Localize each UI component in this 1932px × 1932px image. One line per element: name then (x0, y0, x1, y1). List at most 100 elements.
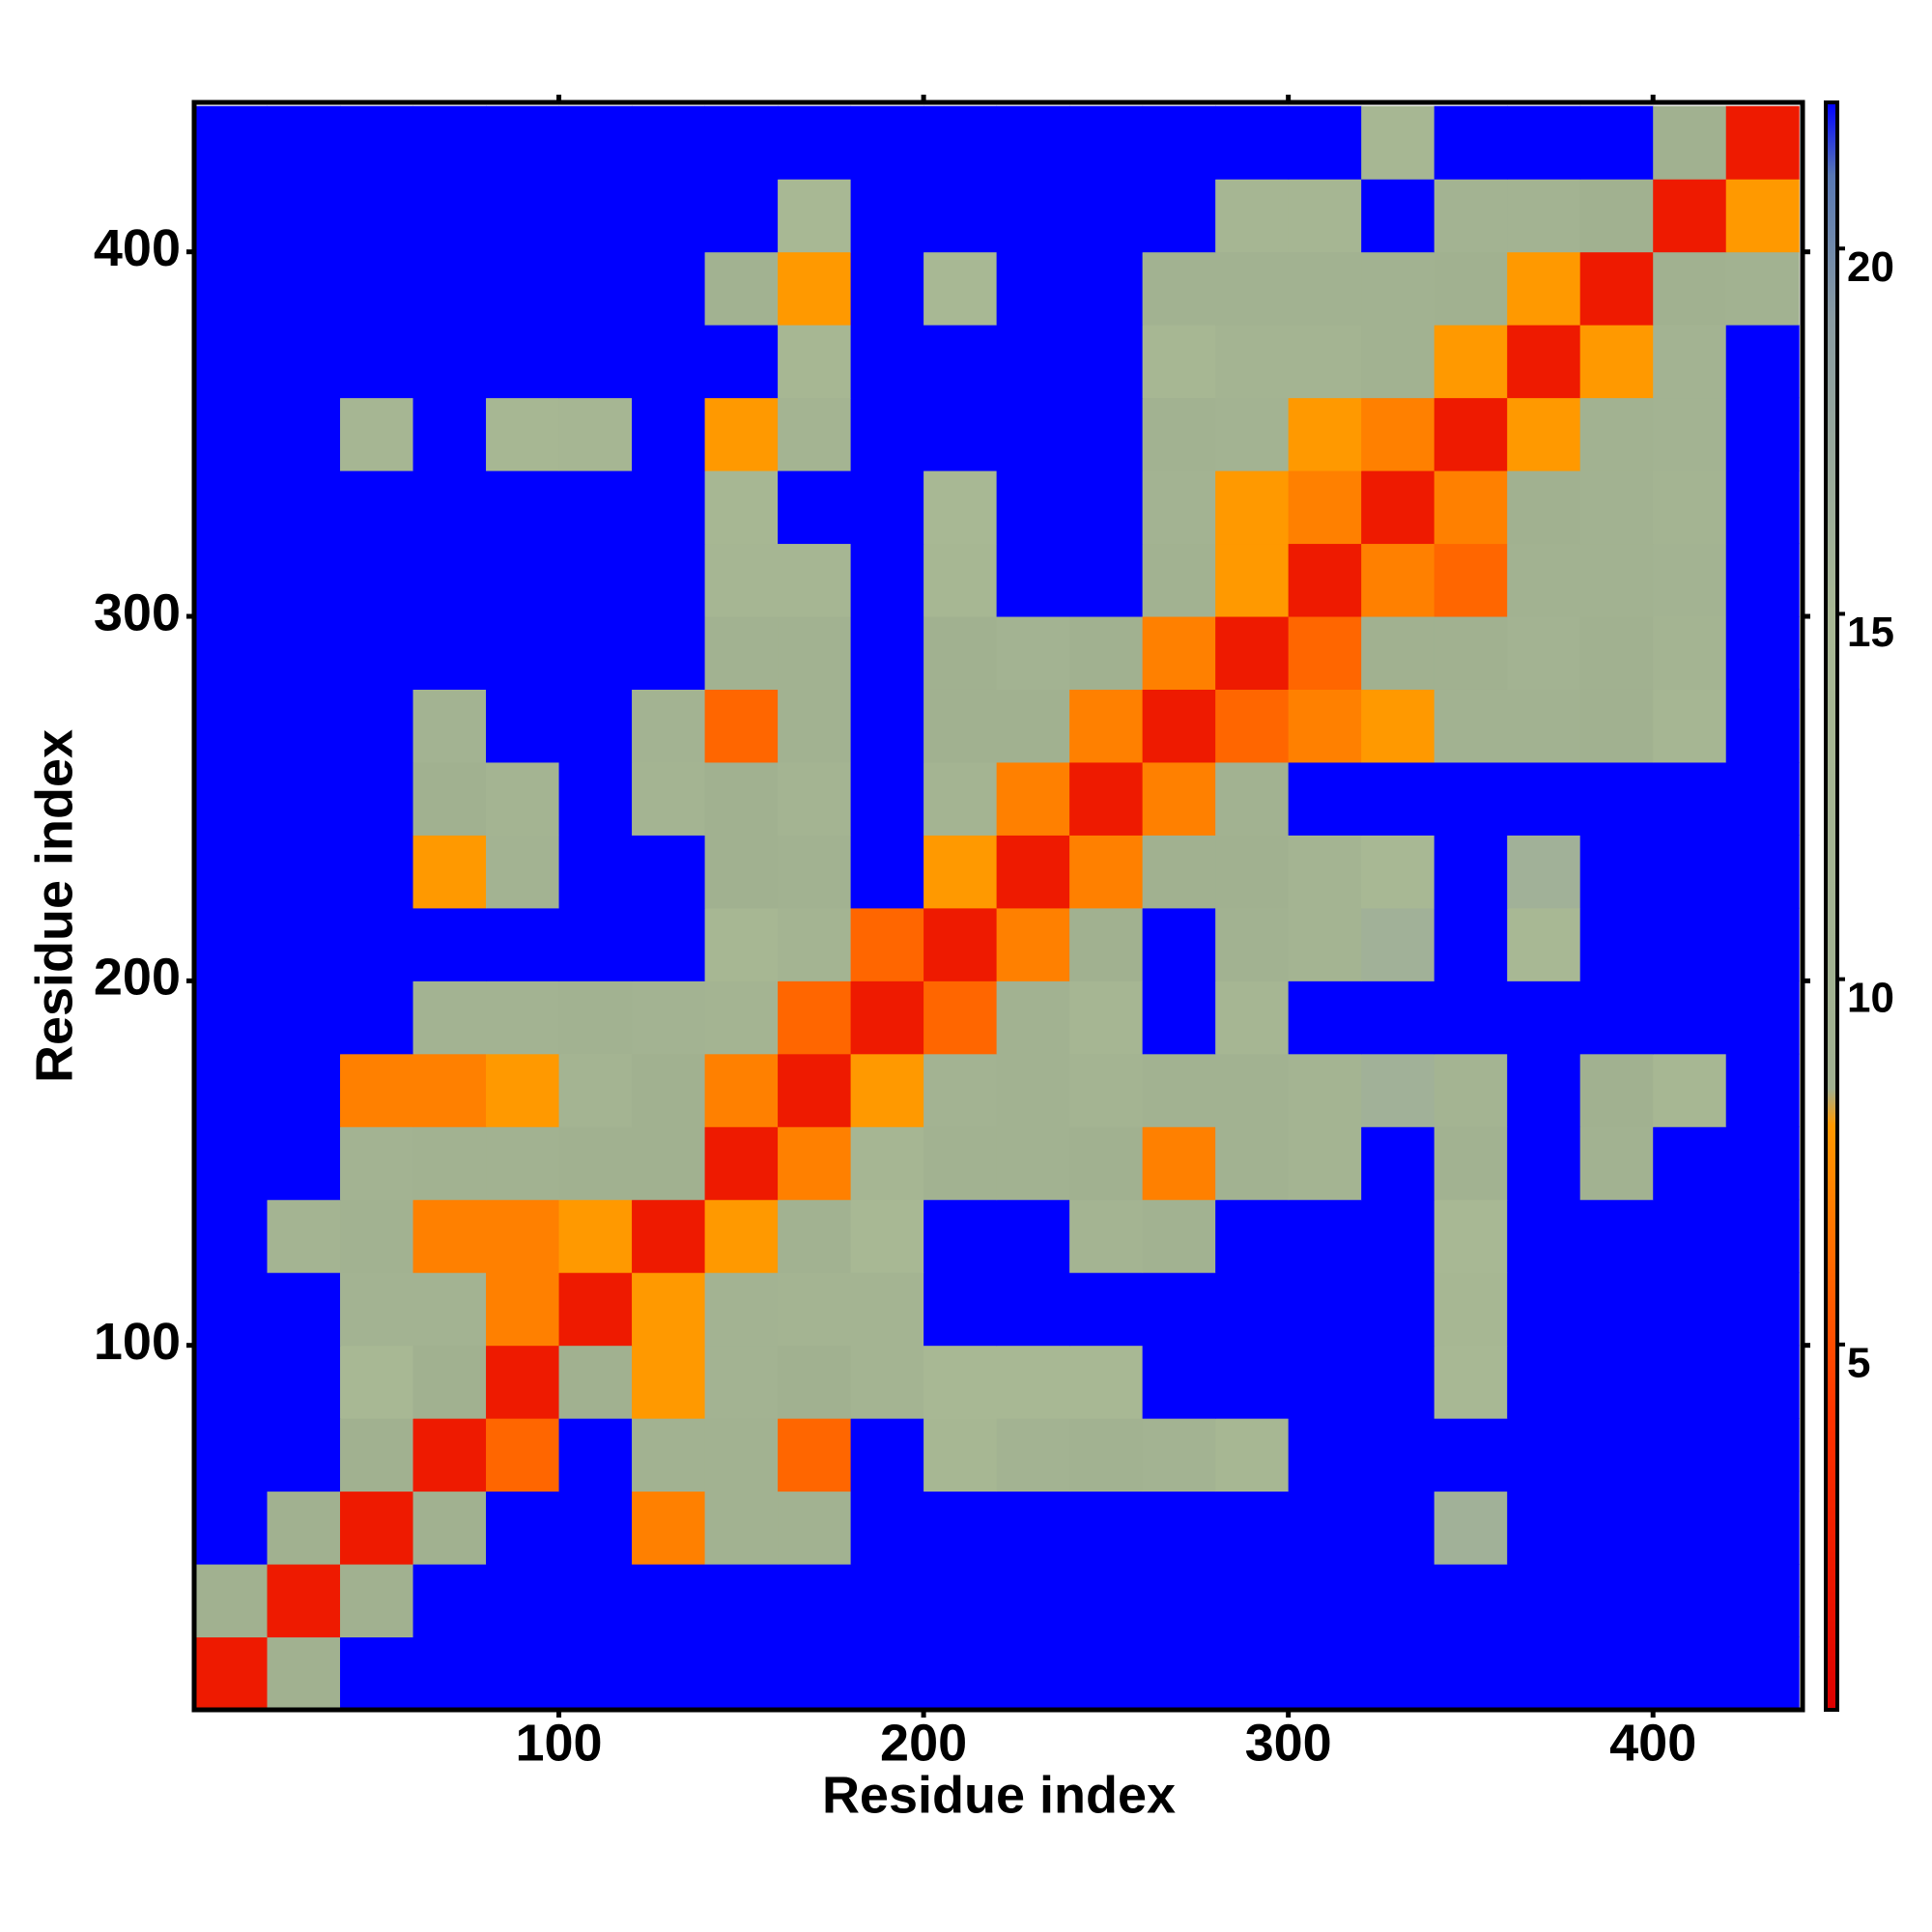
heatmap-cell (194, 1053, 269, 1127)
heatmap-cell (1069, 1053, 1144, 1127)
heatmap-cell (1507, 179, 1581, 253)
heatmap-cell (1434, 980, 1508, 1055)
heatmap-cell (1725, 179, 1800, 253)
heatmap-cell (996, 1053, 1070, 1127)
heatmap-cell (1215, 325, 1290, 399)
heatmap-cell (1288, 1418, 1362, 1492)
heatmap-cell (1653, 1126, 1727, 1201)
heatmap-cell (267, 543, 341, 617)
heatmap-cell (1215, 470, 1290, 545)
heatmap-cell (1069, 543, 1144, 617)
heatmap-cell (1361, 1418, 1435, 1492)
heatmap-cell (632, 397, 706, 471)
heatmap-cell (1361, 1126, 1435, 1201)
heatmap-cell (412, 251, 487, 326)
heatmap-cell (1507, 251, 1581, 326)
heatmap-cell (1069, 251, 1144, 326)
heatmap-cell (996, 543, 1070, 617)
heatmap-cell (1653, 1345, 1727, 1419)
heatmap-cell (412, 105, 487, 180)
heatmap-cell (996, 761, 1070, 836)
heatmap-cell (704, 1564, 779, 1638)
heatmap-cell (1653, 470, 1727, 545)
heatmap-cell (778, 1345, 852, 1419)
heatmap-cell (194, 1418, 269, 1492)
x-axis-title: Residue index (822, 1766, 1176, 1824)
heatmap-cell (778, 179, 852, 253)
heatmap-cell (267, 835, 341, 909)
heatmap-cell (1069, 105, 1144, 180)
heatmap-cell (1434, 1418, 1508, 1492)
heatmap-cell (996, 105, 1070, 180)
heatmap-cell (486, 980, 560, 1055)
heatmap-cell (850, 1345, 924, 1419)
heatmap-cell (996, 1126, 1070, 1201)
heatmap-cell (1288, 1126, 1362, 1201)
heatmap-cell (923, 1199, 998, 1273)
heatmap-cell (558, 980, 633, 1055)
heatmap-cell (412, 980, 487, 1055)
heatmap-cell (558, 1564, 633, 1638)
heatmap-cell (1507, 1053, 1581, 1127)
heatmap-cell (1215, 1636, 1290, 1711)
heatmap-cell (1215, 105, 1290, 180)
heatmap-cell (850, 1636, 924, 1711)
heatmap-cell (1507, 1345, 1581, 1419)
heatmap-cell (340, 1126, 414, 1201)
heatmap-cell (1507, 835, 1581, 909)
heatmap-cell (1434, 179, 1508, 253)
heatmap-cell (850, 1491, 924, 1565)
heatmap-cell (1288, 761, 1362, 836)
heatmap-cell (778, 251, 852, 326)
heatmap-cell (996, 1491, 1070, 1565)
heatmap-cell (778, 1491, 852, 1565)
colorbar (1824, 100, 1839, 1712)
heatmap-cell (486, 689, 560, 763)
heatmap-cell (1725, 1053, 1800, 1127)
heatmap-cell (340, 1564, 414, 1638)
heatmap-cell (1507, 1564, 1581, 1638)
heatmap-cell (1579, 1272, 1654, 1347)
heatmap-cell (778, 1199, 852, 1273)
heatmap-cell (850, 543, 924, 617)
heatmap-cell (1142, 1418, 1216, 1492)
heatmap-cell (1653, 251, 1727, 326)
heatmap-cell (1725, 1564, 1800, 1638)
heatmap-cell (1142, 980, 1216, 1055)
heatmap-cell (1142, 1199, 1216, 1273)
heatmap-cell (340, 835, 414, 909)
heatmap-cell (632, 1126, 706, 1201)
heatmap-cell (923, 1636, 998, 1711)
heatmap-cell (1361, 835, 1435, 909)
heatmap-cell (1725, 761, 1800, 836)
heatmap-cell (632, 980, 706, 1055)
heatmap-cell (1653, 907, 1727, 981)
heatmap-cell (340, 179, 414, 253)
heatmap-cell (340, 1491, 414, 1565)
heatmap-cell (704, 470, 779, 545)
heatmap-cell (923, 105, 998, 180)
heatmap-cell (1288, 689, 1362, 763)
heatmap-cell (194, 397, 269, 471)
heatmap-cell (778, 1636, 852, 1711)
heatmap-cell (1361, 179, 1435, 253)
heatmap-cell (1288, 251, 1362, 326)
heatmap-cell (850, 179, 924, 253)
heatmap-cell (558, 1418, 633, 1492)
heatmap-cell (778, 835, 852, 909)
heatmap-cell (1725, 543, 1800, 617)
heatmap-cell (1361, 761, 1435, 836)
heatmap-cell (1288, 907, 1362, 981)
heatmap-cell (558, 1053, 633, 1127)
heatmap-cell (1142, 1053, 1216, 1127)
heatmap-cell (1579, 105, 1654, 180)
heatmap-cell (1215, 689, 1290, 763)
heatmap-cell (1507, 397, 1581, 471)
heatmap-cell (412, 397, 487, 471)
heatmap-cell (850, 1564, 924, 1638)
heatmap-cell (194, 470, 269, 545)
colorbar-tick-label: 10 (1847, 974, 1894, 1021)
heatmap-cell (1434, 1491, 1508, 1565)
heatmap-cell (996, 616, 1070, 690)
heatmap-cell (1142, 689, 1216, 763)
